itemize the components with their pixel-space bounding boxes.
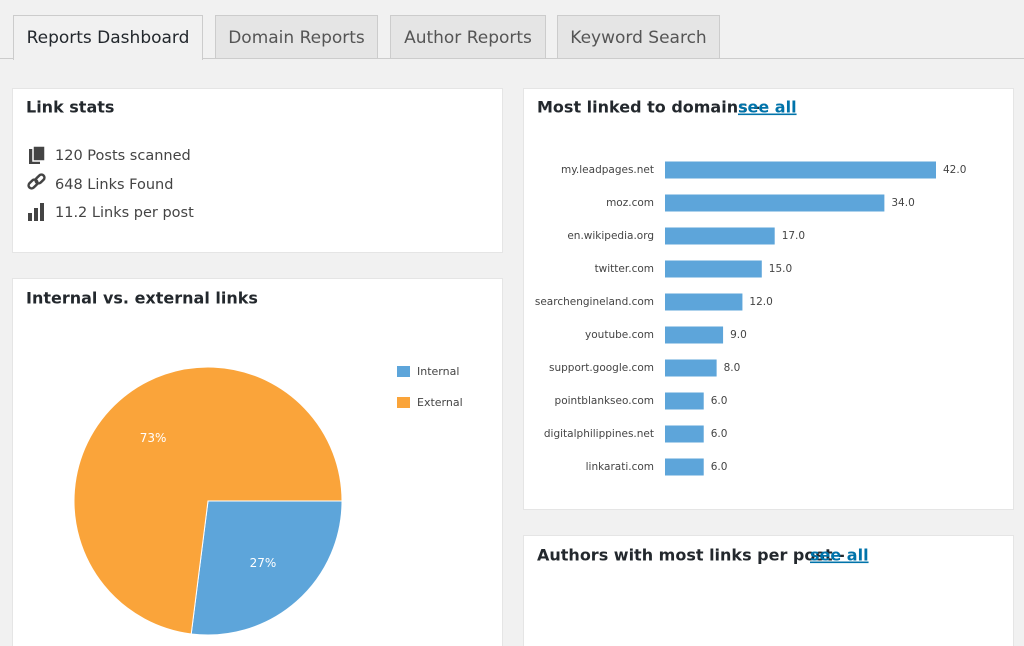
see-all-link[interactable]: see all xyxy=(738,98,797,117)
bar-value-label: 9.0 xyxy=(730,329,747,341)
bar-category: moz.com xyxy=(606,197,654,209)
bar-value-label: 12.0 xyxy=(749,296,772,308)
bar-category: linkarati.com xyxy=(586,461,654,473)
panel-title: Authors with most links per post - xyxy=(537,546,845,565)
panel-title: Internal vs. external links xyxy=(26,289,258,308)
bar-category: support.google.com xyxy=(549,362,654,374)
bar-value-label: 6.0 xyxy=(711,461,728,473)
bar-category: my.leadpages.net xyxy=(561,164,654,176)
bar xyxy=(665,161,936,179)
bar xyxy=(665,359,717,377)
stat: 11.2 Links per post xyxy=(55,205,194,221)
bar xyxy=(665,293,743,311)
tab[interactable]: Author Reports xyxy=(404,28,532,48)
pie-slice xyxy=(73,366,343,635)
panel xyxy=(523,535,1014,646)
stat: 648 Links Found xyxy=(55,177,173,193)
bar-value-label: 8.0 xyxy=(724,362,741,374)
bar-value-label: 42.0 xyxy=(943,164,966,176)
bar-category: pointblankseo.com xyxy=(555,395,654,407)
bar xyxy=(665,227,775,245)
tab-bg xyxy=(557,15,720,59)
bar-category: searchengineland.com xyxy=(535,296,654,308)
bar xyxy=(665,194,885,212)
link-icon xyxy=(27,173,46,190)
panel-title: Most linked to domains - xyxy=(537,98,760,117)
tab-bg xyxy=(390,15,546,59)
tab-bg xyxy=(215,15,378,59)
pie-slice xyxy=(190,500,343,636)
tab[interactable]: Reports Dashboard xyxy=(27,28,190,48)
slice-label: 73% xyxy=(140,431,167,445)
bar-category: twitter.com xyxy=(595,263,654,275)
bar-value-label: 15.0 xyxy=(769,263,792,275)
legend-swatch xyxy=(397,397,410,408)
tab[interactable]: Keyword Search xyxy=(570,28,706,48)
panel-title: Link stats xyxy=(26,98,114,117)
legend-label: External xyxy=(417,396,463,409)
legend-label: Internal xyxy=(417,365,459,378)
slice-label: 27% xyxy=(250,556,277,570)
bar xyxy=(665,260,762,278)
stat: 120 Posts scanned xyxy=(55,148,191,164)
bar-value-label: 17.0 xyxy=(782,230,805,242)
bars-icon xyxy=(28,203,44,221)
bar-value-label: 34.0 xyxy=(891,197,914,209)
bar-category: en.wikipedia.org xyxy=(567,230,654,242)
bar xyxy=(665,425,704,443)
panel xyxy=(523,88,1014,510)
bar xyxy=(665,326,724,344)
tab[interactable]: Domain Reports xyxy=(228,28,365,48)
bar-value-label: 6.0 xyxy=(711,428,728,440)
bar-category: digitalphilippines.net xyxy=(544,428,654,440)
bar xyxy=(665,458,704,476)
legend-swatch xyxy=(397,366,410,377)
see-all-link[interactable]: see all xyxy=(810,546,869,565)
bar-category: youtube.com xyxy=(585,329,654,341)
bar-value-label: 6.0 xyxy=(711,395,728,407)
panel xyxy=(12,88,503,253)
bar xyxy=(665,392,704,410)
tab-active-gap xyxy=(14,57,202,60)
posts-icon xyxy=(29,145,46,164)
